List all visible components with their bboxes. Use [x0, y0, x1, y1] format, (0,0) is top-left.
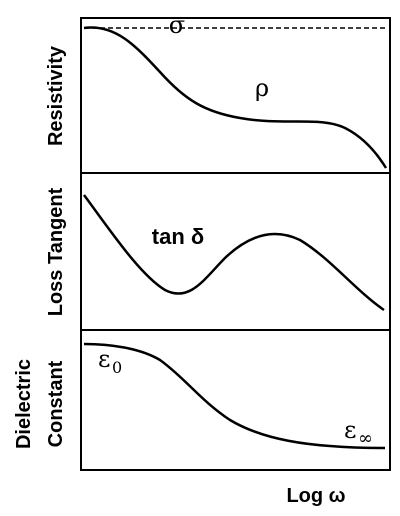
epsilon-infinity-label: ε ∞ — [344, 416, 373, 449]
dielectric-axis-label-line1: Dielectric — [13, 359, 35, 449]
dielectric-axis-label-line2: Constant — [45, 360, 67, 447]
epsilon-zero-label: ε 0 — [98, 345, 122, 377]
dielectric-constant-curve — [83, 342, 386, 450]
rho-label: ρ — [255, 74, 269, 102]
epsilon-infinity-symbol: ε — [344, 416, 356, 444]
resistivity-axis-label: Resistivity — [45, 45, 67, 146]
x-axis-label: Log ω — [286, 485, 345, 507]
tan-delta-label: tan δ — [152, 224, 204, 249]
loss-tangent-axis-label: Loss Tangent — [45, 187, 67, 316]
sigma-label: σ — [169, 11, 185, 39]
loss-tangent-curve — [82, 194, 385, 312]
resistivity-curve — [83, 26, 388, 169]
epsilon-infinity-subscript: ∞ — [358, 428, 373, 449]
plot-frame — [80, 17, 391, 471]
epsilon-zero-subscript: 0 — [112, 358, 122, 377]
epsilon-zero-symbol: ε — [98, 345, 110, 373]
